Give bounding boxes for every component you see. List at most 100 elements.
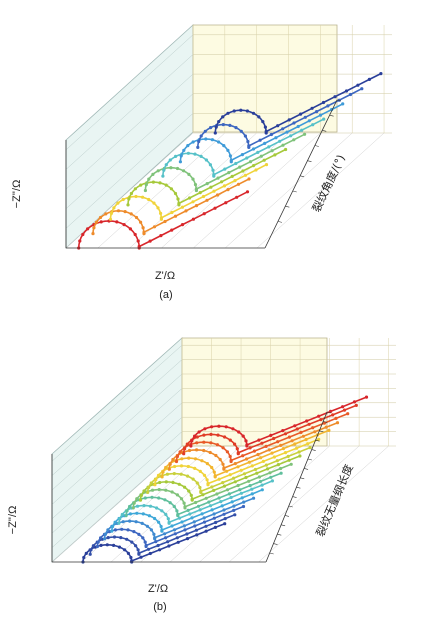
series-point-4 <box>205 182 209 186</box>
z-tick-mark <box>277 221 283 223</box>
series-point-4 <box>212 470 216 474</box>
series-point-11 <box>210 508 214 512</box>
series-point-12 <box>212 512 216 516</box>
z-tick-mark <box>292 190 297 193</box>
series-point-7 <box>233 480 237 484</box>
series-point-13 <box>95 544 99 549</box>
series-point-10 <box>270 479 274 483</box>
series-point-8 <box>81 232 85 237</box>
series-point-8 <box>86 227 90 231</box>
series-point-10 <box>250 487 254 491</box>
series-point-7 <box>187 489 191 493</box>
series-point-9 <box>176 512 180 517</box>
series-point-7 <box>94 220 98 224</box>
series-point-7 <box>215 193 220 197</box>
series-point-7 <box>116 209 121 213</box>
series-point-10 <box>229 495 233 500</box>
series-point-3 <box>211 168 215 172</box>
series-point-7 <box>236 182 241 186</box>
series-point-3 <box>322 117 326 121</box>
series-point-0 <box>364 395 369 399</box>
series-point-2 <box>175 454 179 459</box>
series-point-4 <box>175 166 180 171</box>
panel-b: Z'/Ω −Z''/Ω 裂纹无量纲长度 (b) <box>7 337 396 613</box>
series-point-7 <box>104 212 108 216</box>
series-point-2 <box>299 430 303 434</box>
series-point-3 <box>174 154 178 158</box>
series-point-11 <box>157 520 161 524</box>
series-point-12 <box>121 520 125 524</box>
series-point-0 <box>232 109 236 113</box>
series-point-0 <box>293 424 297 428</box>
series-point-4 <box>144 183 148 187</box>
y-grid-left-line <box>51 345 183 462</box>
series-point-2 <box>285 130 289 134</box>
series-point-13 <box>144 543 148 548</box>
series-point-3 <box>223 167 227 171</box>
series-point-3 <box>256 150 260 154</box>
series-point-3 <box>267 145 271 149</box>
series-point-11 <box>230 500 234 504</box>
panel-b-x-label: Z'/Ω <box>148 583 168 595</box>
series-point-8 <box>179 497 184 501</box>
series-point-15 <box>223 522 227 526</box>
series-point-6 <box>264 163 269 167</box>
series-point-14 <box>233 513 237 517</box>
series-point-9 <box>269 475 273 479</box>
series-point-6 <box>146 490 150 494</box>
series-point-15 <box>112 543 116 548</box>
y-grid-left-line <box>51 388 183 505</box>
series-point-3 <box>301 434 305 438</box>
z-tick-mark <box>300 477 305 480</box>
series-point-3 <box>313 430 317 434</box>
panel-b-curves <box>81 395 369 564</box>
series-point-2 <box>307 119 311 123</box>
series-point-2 <box>229 158 233 162</box>
series-point-7 <box>194 204 199 208</box>
series-point-5 <box>129 191 133 196</box>
series-point-1 <box>202 433 206 437</box>
series-point-1 <box>269 132 273 137</box>
series-point-10 <box>118 517 122 521</box>
series-point-9 <box>248 484 252 488</box>
series-point-8 <box>245 190 250 194</box>
x-grid-floor-line <box>225 132 353 249</box>
z-tick-mark <box>285 205 290 208</box>
series-point-0 <box>305 419 309 423</box>
series-point-1 <box>331 413 335 417</box>
series-point-9 <box>258 479 262 484</box>
series-point-3 <box>289 134 293 138</box>
series-point-0 <box>251 111 256 115</box>
z-tick-mark <box>336 99 342 102</box>
z-tick-mark <box>277 533 282 536</box>
series-point-7 <box>158 480 162 485</box>
series-point-8 <box>122 223 126 227</box>
series-point-5 <box>198 191 202 195</box>
series-point-3 <box>199 154 203 158</box>
series-point-7 <box>244 475 248 480</box>
series-point-5 <box>164 183 168 187</box>
series-point-3 <box>168 158 172 162</box>
series-point-2 <box>263 141 267 145</box>
series-point-10 <box>148 504 153 508</box>
series-point-15 <box>204 529 208 533</box>
series-point-13 <box>120 527 124 531</box>
series-point-12 <box>163 532 167 536</box>
series-point-7 <box>212 488 216 492</box>
series-point-2 <box>274 136 278 140</box>
series-point-10 <box>164 512 168 517</box>
series-point-1 <box>260 441 264 445</box>
series-point-11 <box>111 524 115 529</box>
series-point-6 <box>264 463 268 467</box>
series-point-5 <box>173 191 178 196</box>
series-point-9 <box>168 501 172 505</box>
series-point-2 <box>264 444 268 448</box>
series-point-0 <box>341 405 345 409</box>
series-point-4 <box>293 442 297 446</box>
series-point-4 <box>180 457 184 461</box>
series-point-8 <box>194 500 198 505</box>
series-point-9 <box>124 514 128 518</box>
series-point-13 <box>193 524 197 528</box>
series-point-12 <box>103 537 107 541</box>
series-point-8 <box>175 493 179 497</box>
